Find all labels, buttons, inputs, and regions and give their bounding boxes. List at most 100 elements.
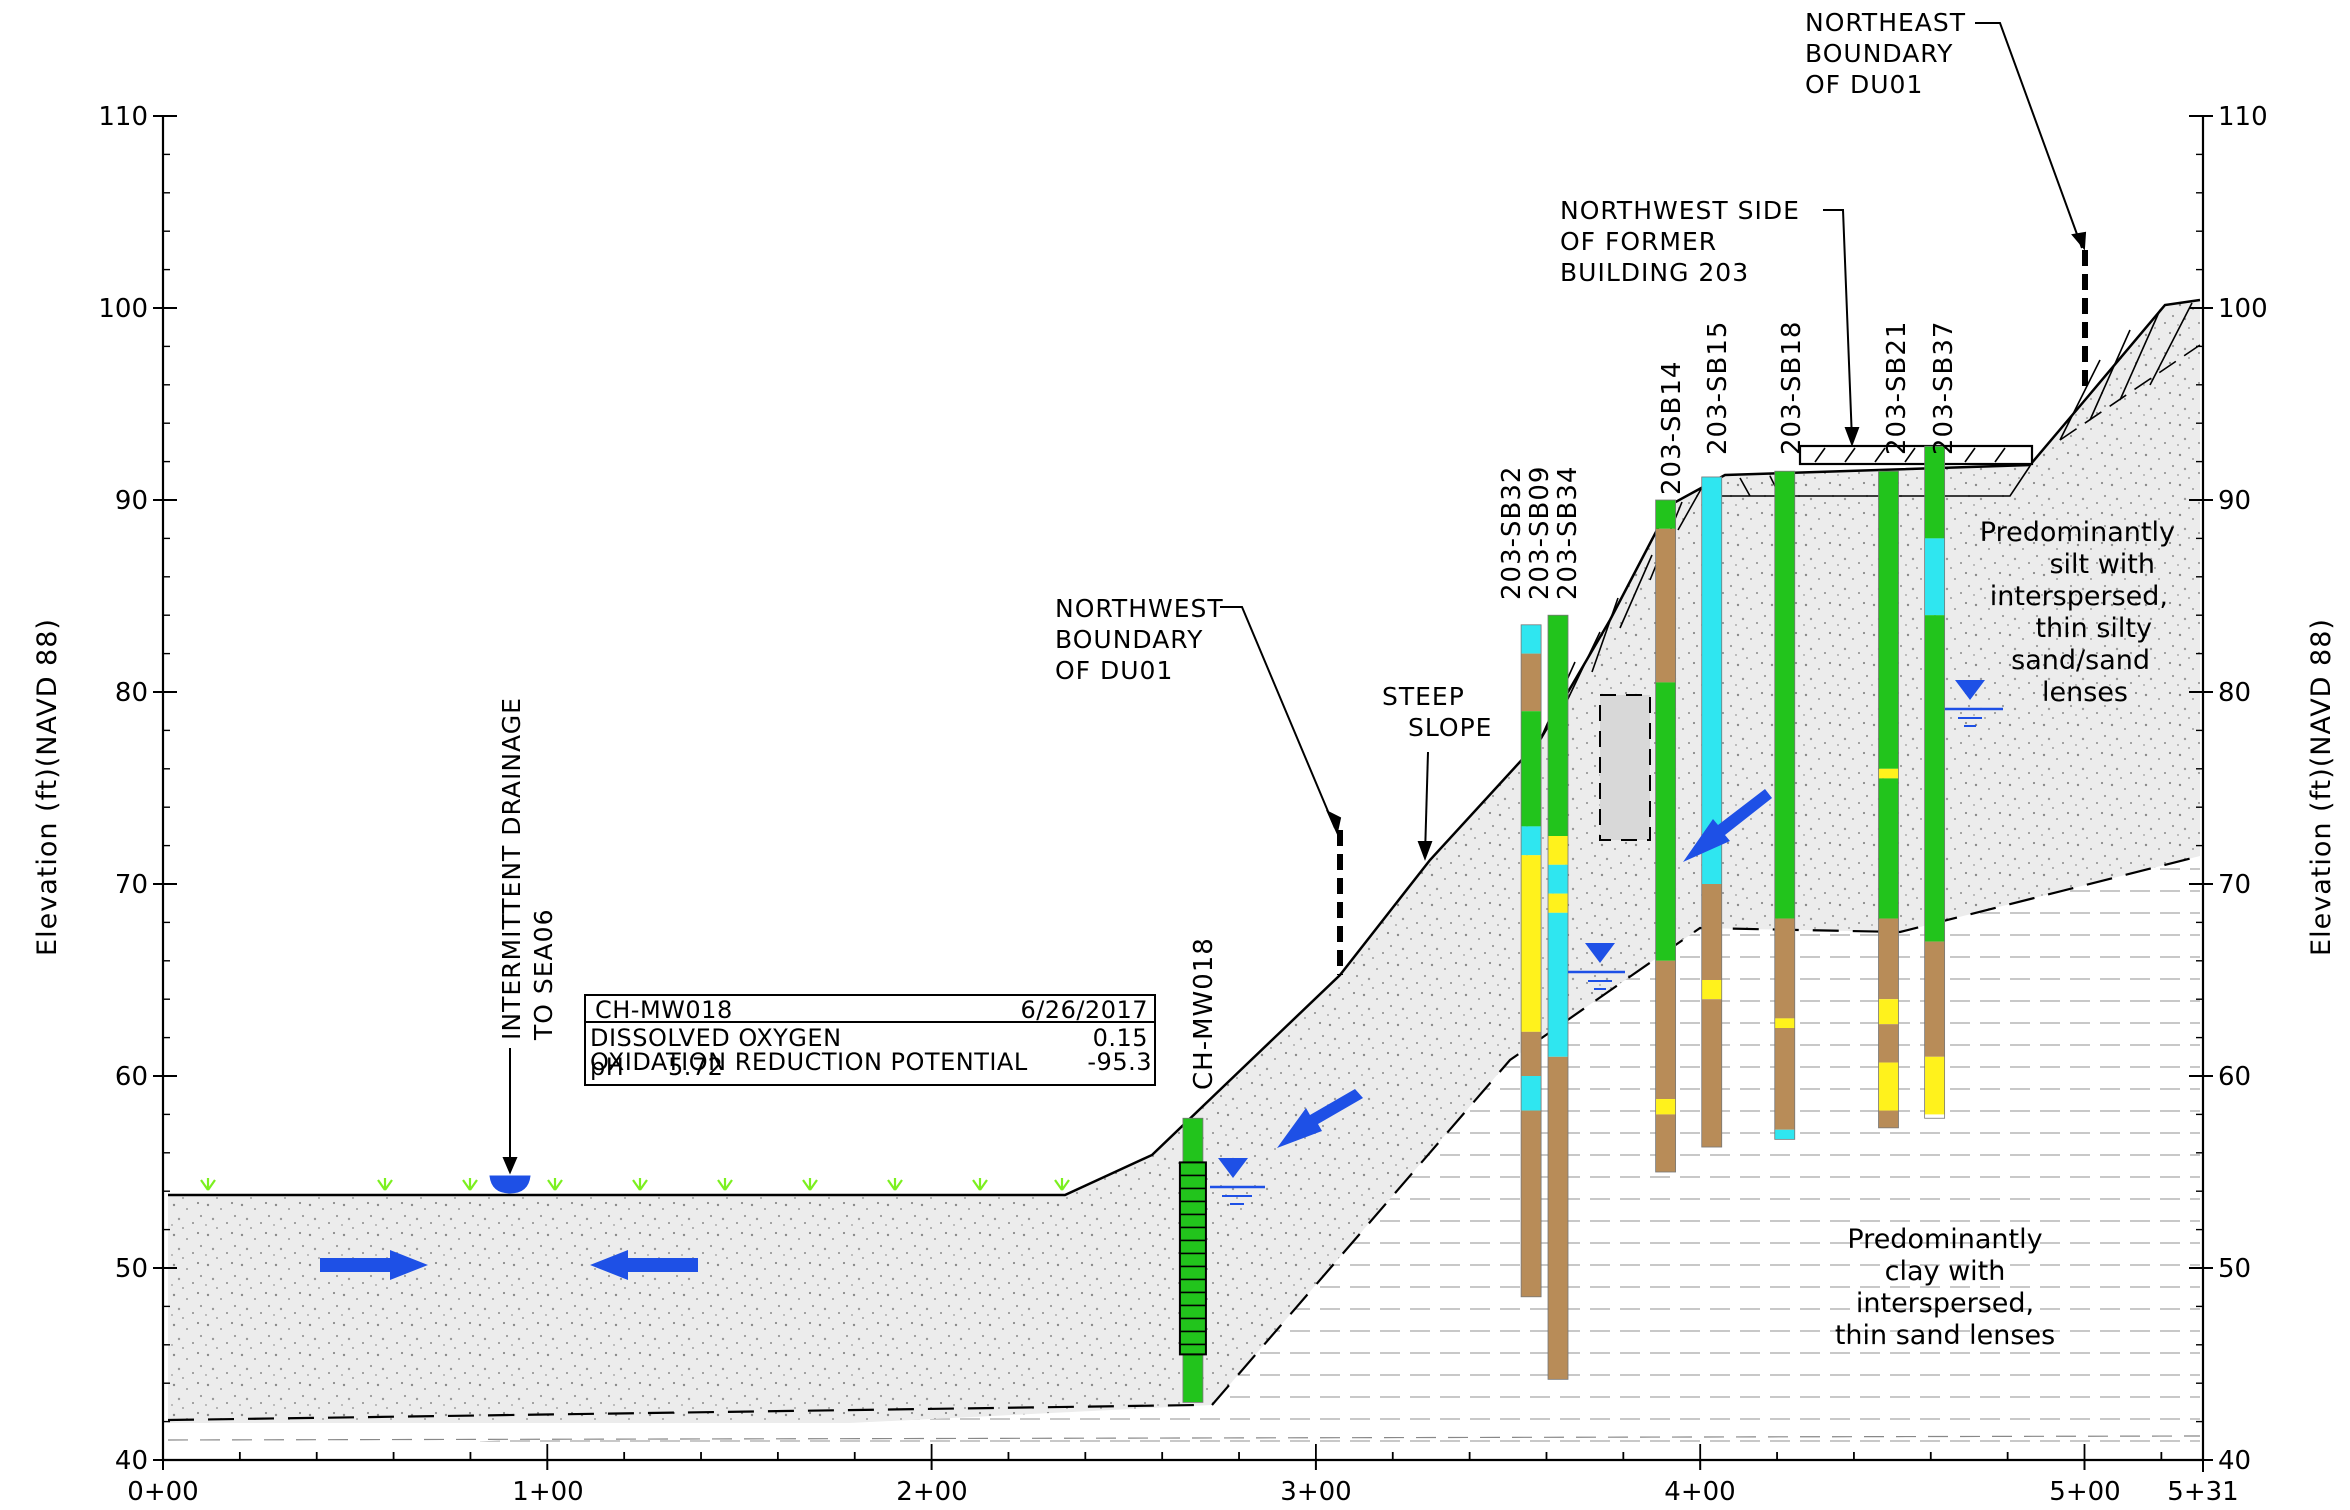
boring-segment <box>1548 1056 1569 1380</box>
boring-segment <box>1774 918 1795 1019</box>
silt-description: Predominantly silt with interspersed, th… <box>1980 517 2175 708</box>
screen-frame <box>1178 1161 1207 1356</box>
x-tick-label: 2+00 <box>896 1477 967 1507</box>
annotation-line: NORTHWEST <box>1055 594 1224 623</box>
boring-label: 203-SB14 <box>1657 361 1687 495</box>
borings-layer <box>1182 445 1946 1403</box>
boring-segment <box>1548 836 1569 865</box>
box-do-label: DISSOLVED OXYGEN <box>590 1024 842 1052</box>
boring-label: 203-SB18 <box>1777 321 1807 455</box>
annotation-line: TO SEA06 <box>529 909 558 1041</box>
clay-zone <box>168 856 2200 1457</box>
y-axis-title-right: Elevation (ft)(NAVD 88) <box>2306 618 2337 956</box>
boring-segment <box>1878 1110 1899 1128</box>
boring-outline <box>1547 614 1569 1380</box>
water-level-icon <box>1210 1158 1265 1205</box>
annotation-line: SLOPE <box>1408 713 1492 742</box>
boring-segment <box>1655 528 1676 683</box>
y-tick-label: 110 <box>98 102 148 132</box>
boring-label: 203-SB32 <box>1497 466 1527 600</box>
boring-segment <box>1548 893 1569 913</box>
x-tick-labels: 0+00 1+00 2+00 3+00 4+00 5+00 5+31 <box>127 1477 2238 1507</box>
boring-segment <box>1774 1018 1795 1028</box>
boring-segment <box>1548 615 1569 836</box>
boring-segment <box>1521 624 1542 654</box>
water-table-symbols <box>489 680 2003 1205</box>
nw-boundary-annotation: NORTHWEST BOUNDARY OF DU01 <box>1055 594 1224 685</box>
y-tick-label: 50 <box>2218 1254 2251 1284</box>
water-level-icon <box>1568 943 1625 990</box>
annotation-line: OF FORMER <box>1560 227 1717 256</box>
description-line: lenses <box>2042 677 2128 708</box>
boring-segment <box>1521 1076 1542 1111</box>
flow-arrow-icon <box>1277 1089 1363 1148</box>
boring-segment <box>1878 768 1899 779</box>
boring-segment <box>1878 999 1899 1025</box>
y-tick-label: 90 <box>2218 486 2251 516</box>
boring-segment <box>1878 778 1899 919</box>
axis-ticks <box>153 115 2213 1472</box>
box-do-value: 0.15 <box>1093 1024 1148 1052</box>
boring-segment <box>1878 1024 1899 1063</box>
boring-segment <box>1655 682 1676 961</box>
boring-label: 203-SB21 <box>1882 321 1912 455</box>
y-tick-label: 70 <box>115 870 148 900</box>
x-tick-label: 5+31 <box>2167 1477 2238 1507</box>
boring-segment <box>1521 1031 1542 1076</box>
boring-label: 203-SB37 <box>1929 321 1959 455</box>
flow-arrow-icon <box>320 1250 428 1280</box>
box-ph-label: pH <box>590 1053 624 1081</box>
boring-segment <box>1521 653 1542 712</box>
boring-outline <box>1520 624 1542 1298</box>
boring-label: CH-MW018 <box>1189 937 1219 1090</box>
steep-slope-annotation: STEEP SLOPE <box>1382 682 1492 742</box>
description-line: thin silty <box>2035 613 2152 644</box>
boring-label: 203-SB15 <box>1703 321 1733 455</box>
boring-segment <box>1924 538 1945 616</box>
boring-segment <box>1924 615 1945 942</box>
boring-segment <box>1701 884 1722 980</box>
boring-segment <box>1521 855 1542 1032</box>
description-line: interspersed, <box>1990 581 2168 612</box>
boring-segment <box>1521 711 1542 827</box>
y-tick-label: 110 <box>2218 102 2268 132</box>
datum-line <box>167 1435 2201 1441</box>
y-tick-labels-right: 40 50 60 70 80 90 100 110 <box>2218 102 2268 1476</box>
box-date: 6/26/2017 <box>1020 996 1148 1024</box>
boring-segment <box>1548 912 1569 1057</box>
description-line: Predominantly <box>1980 517 2175 548</box>
description-line: clay with <box>1885 1256 2006 1287</box>
x-tick-label: 3+00 <box>1280 1477 1351 1507</box>
box-ph-value: 5.72 <box>668 1053 723 1081</box>
box-orp-label: OXIDATION REDUCTION POTENTIAL <box>590 1048 1028 1076</box>
box-orp-value: -95.3 <box>1087 1048 1152 1076</box>
ground-surface <box>168 298 2201 1197</box>
description-line: Predominantly <box>1847 1224 2042 1255</box>
water-level-icon <box>1945 680 2003 727</box>
boring-segment <box>1548 864 1569 894</box>
boring-label: 203-SB34 <box>1553 466 1583 600</box>
boring-segment <box>1924 941 1945 1057</box>
boring-segment <box>1655 1114 1676 1172</box>
boring-segment <box>1924 446 1945 539</box>
y-tick-label: 100 <box>98 294 148 324</box>
boring-segment <box>1878 918 1899 1000</box>
flow-arrow-icon <box>1683 789 1772 862</box>
y-tick-label: 70 <box>2218 870 2251 900</box>
y-tick-labels-left: 40 50 60 70 80 90 100 110 <box>98 102 148 1476</box>
leader-lines <box>502 22 2087 1175</box>
x-tick-label: 5+00 <box>2049 1477 2120 1507</box>
boring-segment <box>1878 1062 1899 1111</box>
boring-segment <box>1774 1129 1795 1140</box>
y-tick-label: 60 <box>2218 1062 2251 1092</box>
grass-icons <box>200 1178 1070 1191</box>
ne-boundary-annotation: NORTHEAST BOUNDARY OF DU01 <box>1805 8 1965 99</box>
annotation-line: BUILDING 203 <box>1560 258 1749 287</box>
boring-segment <box>1655 500 1676 529</box>
y-tick-label: 80 <box>2218 678 2251 708</box>
y-tick-label: 40 <box>2218 1446 2251 1476</box>
flow-arrow-icon <box>590 1250 698 1280</box>
well-screen <box>1178 1161 1207 1356</box>
annotation-line: STEEP <box>1382 682 1465 711</box>
boring-segment <box>1521 826 1542 856</box>
